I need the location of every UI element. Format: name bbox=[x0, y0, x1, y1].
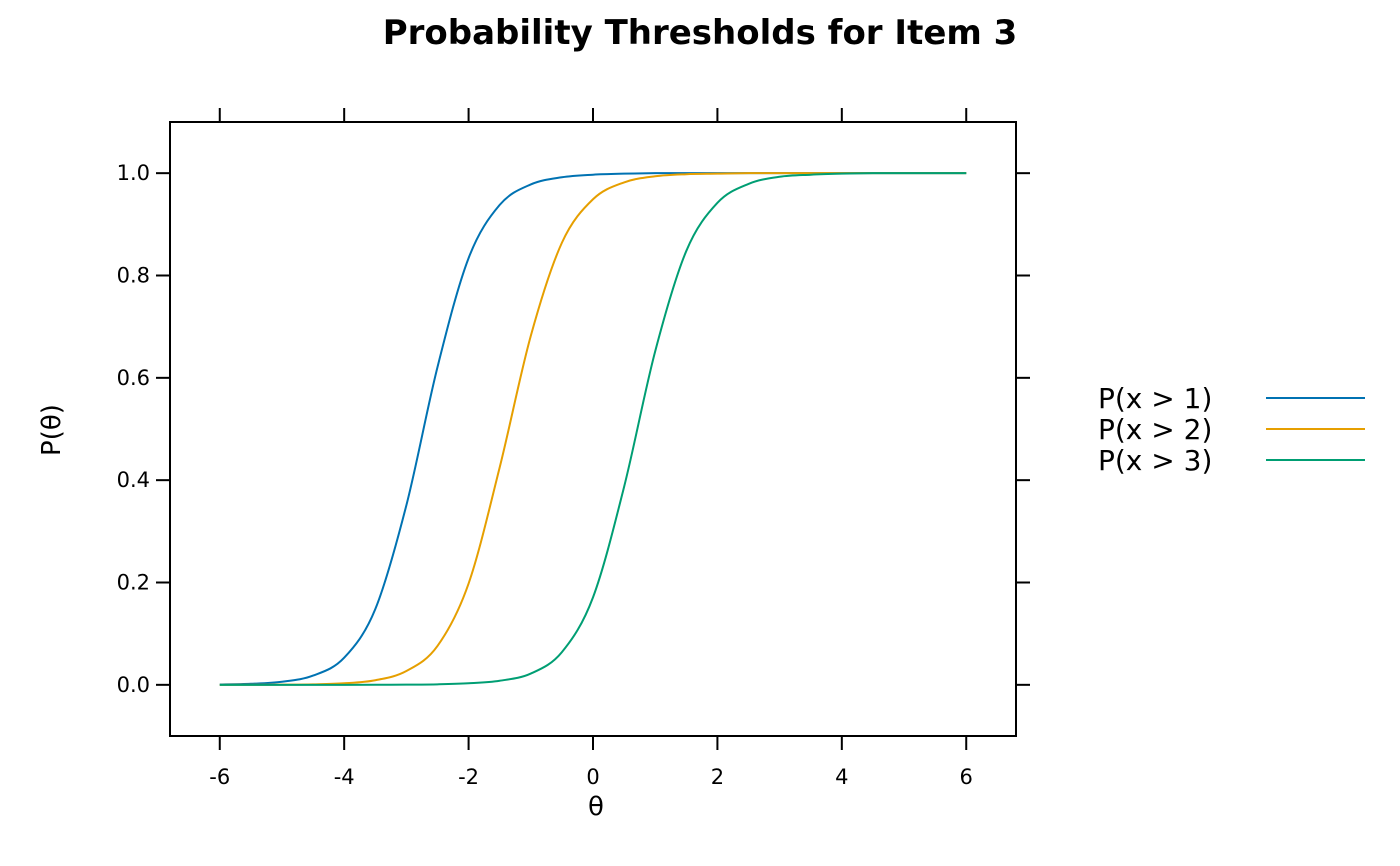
x-tick-label: 6 bbox=[960, 765, 973, 789]
x-axis: -6 -4 -2 0 2 4 6 bbox=[209, 108, 973, 789]
y-axis: 0.0 0.2 0.4 0.6 0.8 1.0 bbox=[117, 161, 1030, 697]
chart-title: Probability Thresholds for Item 3 bbox=[383, 13, 1018, 53]
x-tick-label: -4 bbox=[334, 765, 355, 789]
y-tick-label: 1.0 bbox=[117, 161, 150, 185]
y-axis-label: P(θ) bbox=[37, 404, 67, 456]
legend-label: P(x > 3) bbox=[1098, 444, 1212, 477]
y-tick-label: 0.8 bbox=[117, 264, 150, 288]
x-axis-label: θ bbox=[588, 792, 604, 822]
x-tick-label: 0 bbox=[586, 765, 599, 789]
series-line-2 bbox=[219, 172, 967, 686]
x-tick-label: -2 bbox=[458, 765, 479, 789]
series-lines bbox=[219, 172, 967, 686]
x-tick-label: 4 bbox=[835, 765, 848, 789]
legend-label: P(x > 2) bbox=[1098, 413, 1212, 446]
legend: P(x > 1)P(x > 2)P(x > 3) bbox=[1098, 382, 1365, 477]
series-line-3 bbox=[219, 172, 967, 686]
legend-label: P(x > 1) bbox=[1098, 382, 1212, 415]
x-tick-label: -6 bbox=[209, 765, 230, 789]
series-line-1 bbox=[219, 172, 967, 686]
y-tick-label: 0.0 bbox=[117, 673, 150, 697]
plot-frame bbox=[169, 121, 1017, 737]
y-tick-label: 0.6 bbox=[117, 366, 150, 390]
y-tick-label: 0.2 bbox=[117, 571, 150, 595]
y-tick-label: 0.4 bbox=[117, 468, 150, 492]
x-tick-label: 2 bbox=[711, 765, 724, 789]
